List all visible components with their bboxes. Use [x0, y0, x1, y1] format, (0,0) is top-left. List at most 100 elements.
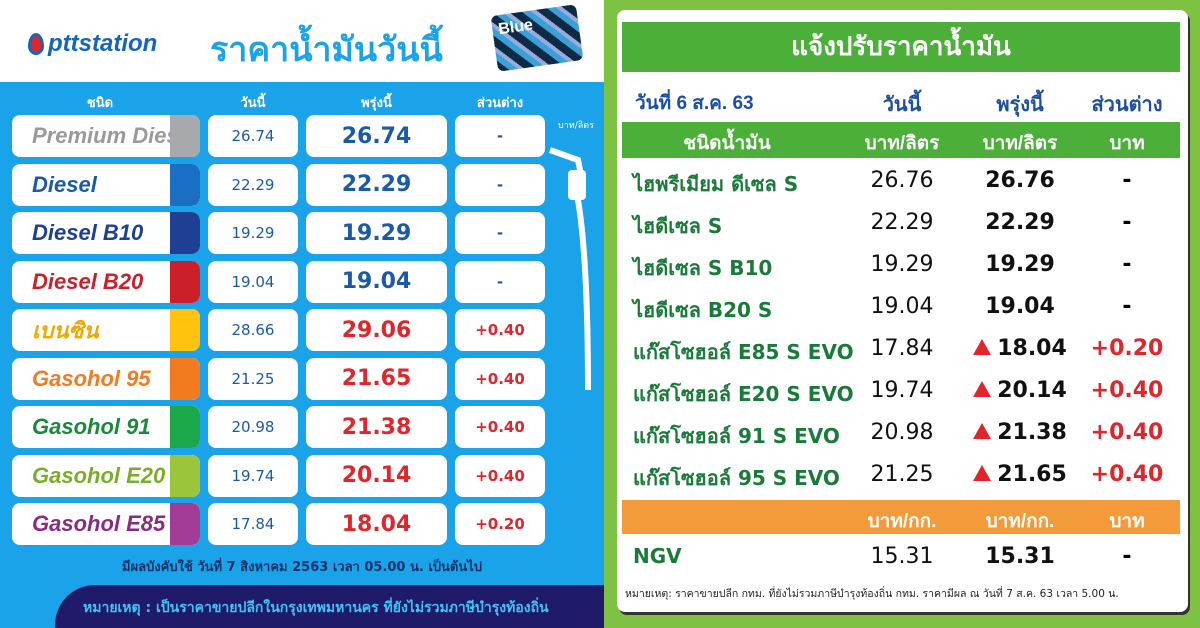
price-tomorrow: 19.04 [985, 294, 1055, 319]
fuel-row: ไฮดีเซล B20 S 19.04 19.04 - [617, 288, 1188, 328]
fuel-name: แก๊สโซฮอล์ 95 S EVO [633, 466, 840, 490]
fuel-row: แก๊สโซฮอล์ E20 S EVO 19.74 20.14 +0.40 [617, 372, 1188, 412]
ngv-unit-today: บาท/กก. [867, 511, 937, 532]
fuel-name-box: Diesel B20 [12, 260, 200, 303]
fuel-name: ไฮดีเซล S [633, 214, 723, 238]
price-diff: - [1122, 252, 1132, 277]
price-tomorrow: 22.29 [985, 210, 1055, 235]
fuel-name: Diesel B20 [32, 268, 144, 294]
price-diff: - [1122, 294, 1132, 319]
fuel-row: ไฮดีเซล S 22.29 22.29 - [617, 204, 1188, 244]
ptt-drop-icon [28, 33, 44, 55]
fuel-name: ไฮพรีเมียม ดีเซล S [633, 172, 799, 196]
header-tomorrow: พรุ่งนี้ [996, 94, 1044, 116]
fuel-name: Premium Diesel [32, 123, 198, 148]
ptt-price-panel: pttstation ราคาน้ำมันวันนี้ Blue ชนิด วั… [0, 0, 604, 628]
fuel-color-tab [170, 406, 200, 448]
price-tomorrow: 22.29 [306, 163, 447, 206]
price-tomorrow: 15.31 [985, 544, 1055, 569]
fuel-row: แก๊สโซฮอล์ E85 S EVO 17.84 18.04 +0.20 [617, 330, 1188, 370]
price-diff: - [1122, 544, 1132, 569]
price-tomorrow-cell: 19.29 [955, 252, 1085, 277]
price-today: 26.74 [208, 115, 298, 157]
fuel-name: แก๊สโซฮอล์ E20 S EVO [633, 382, 854, 406]
brand-name: pttstation [48, 30, 158, 57]
price-diff: - [455, 260, 545, 303]
fuel-row: ไฮดีเซล S B10 19.29 19.29 - [617, 246, 1188, 286]
ptt-logo: pttstation [28, 30, 157, 58]
header-fuel-type: ชนิดน้ำมัน [683, 133, 771, 154]
price-today: 26.76 [870, 168, 934, 193]
price-tomorrow: 18.04 [997, 336, 1067, 361]
price-diff: +0.40 [1090, 462, 1164, 487]
unit-label: บาท/ลิตร [558, 121, 594, 131]
price-tomorrow: 26.74 [306, 115, 447, 157]
ptt-header: pttstation ราคาน้ำมันวันนี้ Blue [0, 0, 604, 82]
header-tomorrow: พรุ่งนี้ [361, 96, 392, 111]
header-type: ชนิด [86, 96, 114, 111]
unit-tomorrow: บาท/ลิตร [982, 133, 1058, 154]
fuel-row: แก๊สโซฮอล์ 91 S EVO 20.98 21.38 +0.40 [617, 414, 1188, 454]
price-today: 22.29 [870, 210, 934, 235]
price-today: 15.31 [870, 544, 934, 569]
fuel-name: Gasohol E85 [32, 511, 166, 536]
header-diff: ส่วนต่าง [476, 96, 524, 111]
price-diff: +0.40 [1090, 420, 1164, 445]
fuel-name: Gasohol E20 [32, 462, 166, 488]
header-today: วันนี้ [240, 96, 266, 111]
ngv-row: NGV 15.31 15.31 - [617, 538, 1188, 578]
unit-diff: บาท [1109, 133, 1145, 154]
fuel-color-tab [170, 309, 200, 351]
increase-triangle-icon [973, 423, 992, 439]
price-diff: - [455, 115, 545, 157]
fuel-name-box: Diesel B10 [12, 212, 200, 254]
fuel-color-tab [170, 454, 200, 497]
price-tomorrow: 21.65 [306, 357, 447, 400]
price-tomorrow: 21.65 [997, 462, 1067, 487]
price-tomorrow-cell: 21.65 [955, 462, 1085, 487]
fuel-name-box: เบนซิน [12, 309, 200, 351]
price-today: 22.29 [208, 163, 298, 206]
fuel-name: ไฮดีเซล B20 S [633, 298, 773, 322]
fuel-name: Diesel [32, 171, 97, 197]
price-today: 20.98 [208, 406, 298, 448]
panel-title: แจ้งปรับราคาน้ำมัน [622, 22, 1180, 72]
price-card: แจ้งปรับราคาน้ำมัน วันที่ 6 ส.ค. 63 วันน… [617, 10, 1188, 612]
fuel-name-box: Gasohol 95 [12, 357, 200, 400]
price-adjust-panel: แจ้งปรับราคาน้ำมัน วันที่ 6 ส.ค. 63 วันน… [604, 0, 1200, 628]
price-tomorrow: 20.14 [997, 378, 1067, 403]
price-tomorrow-cell: 22.29 [955, 210, 1085, 235]
fuel-color-tab [170, 357, 200, 400]
price-tomorrow-cell: 21.38 [955, 420, 1085, 445]
price-tomorrow-cell: 19.04 [955, 294, 1085, 319]
fuel-color-tab [170, 260, 200, 303]
fuel-name: เบนซิน [32, 317, 99, 343]
price-diff: +0.40 [455, 309, 545, 351]
price-tomorrow: 19.29 [306, 212, 447, 254]
fuel-name: Gasohol 91 [32, 414, 151, 439]
price-today: 20.98 [870, 420, 934, 445]
price-today: 28.66 [208, 309, 298, 351]
price-diff: +0.40 [455, 357, 545, 400]
price-today: 17.84 [208, 503, 298, 545]
fuel-color-tab [170, 115, 200, 157]
effective-date: มีผลบังคับใช้ วันที่ 7 สิงหาคม 2563 เวลา… [121, 560, 483, 575]
price-tomorrow: 19.29 [985, 252, 1055, 277]
fuel-name: ไฮดีเซล S B10 [633, 256, 773, 280]
price-tomorrow: 20.14 [306, 454, 447, 497]
price-today: 19.74 [208, 454, 298, 497]
fuel-color-tab [170, 212, 200, 254]
fuel-name: Diesel B10 [32, 220, 144, 245]
unit-today: บาท/ลิตร [864, 133, 940, 154]
price-tomorrow: 21.38 [997, 420, 1067, 445]
price-tomorrow-cell: 18.04 [955, 336, 1085, 361]
price-tomorrow: 19.04 [306, 260, 447, 303]
price-today: 19.29 [208, 212, 298, 254]
fuel-name-box: Gasohol E85 [12, 503, 200, 545]
fuel-row: ไฮพรีเมียม ดีเซล S 26.76 26.76 - [617, 162, 1188, 202]
price-tomorrow: 29.06 [306, 309, 447, 351]
price-diff: +0.20 [455, 503, 545, 545]
fuel-color-tab [170, 163, 200, 206]
fuel-name: แก๊สโซฮอล์ E85 S EVO [633, 340, 854, 364]
increase-triangle-icon [973, 381, 992, 397]
